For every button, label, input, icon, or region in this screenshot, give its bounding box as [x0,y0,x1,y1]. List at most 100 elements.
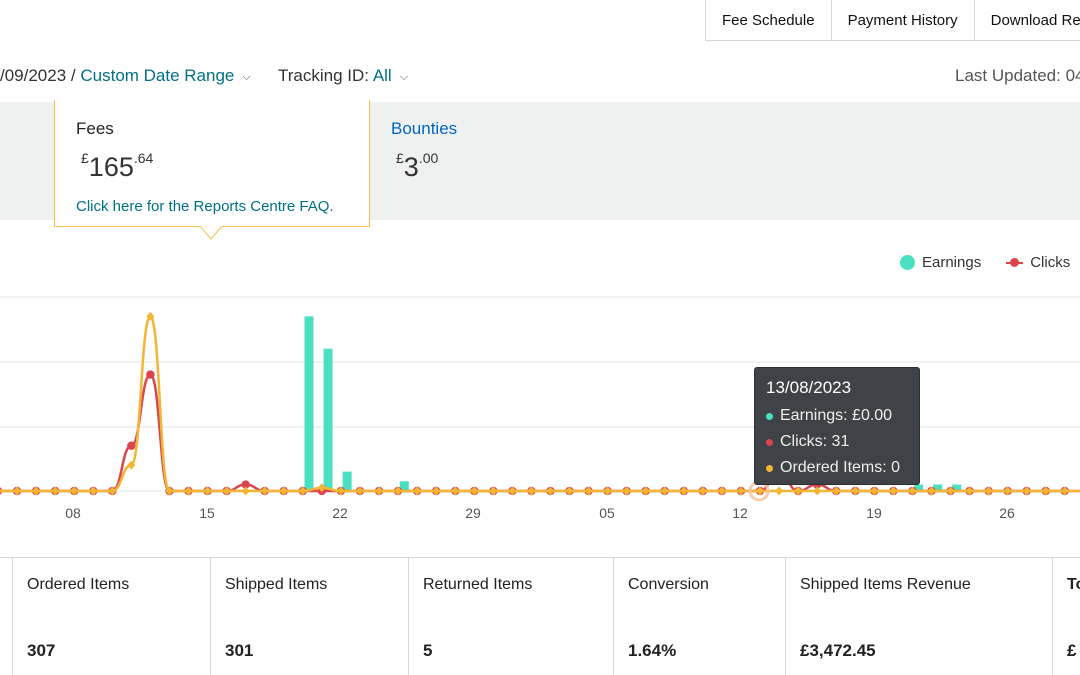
ordered-items-point [489,486,498,496]
ordered-items-point [927,486,936,496]
tooltip-clicks: Clicks: 31 [780,433,850,450]
ordered-items-point [698,486,707,496]
ordered-items-point [279,486,288,496]
earnings-bar [399,481,409,491]
bounties-tab[interactable]: Bounties [391,119,458,138]
ordered-items-point [451,486,460,496]
metric-shipped-revenue: Shipped Items Revenue £3,472.45 [785,558,1052,675]
earnings-bar [342,471,352,491]
clicks-point [241,480,250,489]
ordered-items-point [241,486,250,496]
bounties-fraction: .00 [418,150,439,166]
earnings-legend-label[interactable]: Earnings [922,254,982,271]
metric-value: 5 [423,641,433,660]
clicks-point [146,370,155,379]
clicks-legend-marker [1006,257,1024,268]
x-tick-label: 12 [732,505,748,521]
ordered-items-point [1041,486,1050,496]
metric-label: Conversion [628,576,709,593]
ordered-items-point [584,486,593,496]
reports-faq-link[interactable]: Click here for the Reports Centre FAQ. [76,198,334,215]
metric-label: Ordered Items [27,576,130,593]
ordered-items-point [660,486,669,496]
fees-currency: £ [81,150,89,166]
clicks-legend-label[interactable]: Clicks [1030,254,1071,271]
x-tick-label: 08 [65,505,81,521]
tooltip-ordered-items: Ordered Items: 0 [780,459,901,476]
ordered-items-point [298,486,307,496]
ordered-items-point [908,486,917,496]
tooltip-ordered-row: Ordered Items: 0 [766,455,908,481]
chevron-down-icon[interactable]: ⌵ [242,71,251,83]
tracking-id-label: Tracking ID: [278,66,370,85]
earnings-bar [914,484,924,491]
download-report-button[interactable]: Download Re [990,11,1080,29]
earnings-bar [933,484,943,491]
fees-amount: £165.64 [81,150,153,183]
ordered-items-dot-icon [766,464,773,472]
ordered-items-point [127,460,136,470]
metric-value: 1.64% [628,641,677,660]
ordered-items-point [70,486,79,496]
metric-label: To [1067,576,1080,593]
metrics-table: Ordered Items 307 Shipped Items 301 Retu… [0,557,1080,675]
chart-legend: Earnings Clicks [900,254,1070,271]
metric-label: Shipped Items Revenue [800,576,971,593]
tracking-id-dropdown[interactable]: All [372,66,392,85]
date-range-filter: /09/2023 / Custom Date Range ⌵ [0,66,251,86]
ordered-items-point [889,486,898,496]
x-tick-label: 22 [332,505,348,521]
ordered-items-point [13,486,22,496]
earnings-dot-icon [766,412,773,420]
chevron-down-icon[interactable]: ⌵ [399,71,409,83]
ordered-items-point [165,486,174,496]
earnings-bar [952,484,962,491]
fee-schedule-button[interactable]: Fee Schedule [706,0,832,40]
ordered-items-point [1022,486,1031,496]
ordered-items-point [851,486,860,496]
ordered-items-point [203,486,212,496]
ordered-items-point [794,486,803,496]
metric-returned-items: Returned Items 5 [408,558,613,675]
ordered-items-point [946,486,955,496]
tracking-id-filter: Tracking ID: All ⌵ [278,66,408,86]
payment-history-button[interactable]: Payment History [832,0,975,40]
clicks-dot-icon [766,438,773,446]
x-tick-label: 05 [599,505,615,521]
ordered-items-point [565,486,574,496]
ordered-items-point [813,486,822,496]
fees-card: Fees £165.64 Click here for the Reports … [54,100,370,227]
clicks-point [127,441,136,450]
ordered-items-point [679,486,688,496]
custom-date-range-link[interactable]: Custom Date Range [80,66,235,85]
metric-value: 301 [225,641,254,660]
metric-value: £3,472.45 [800,641,876,660]
ordered-items-point [413,486,422,496]
metric-label: Shipped Items [225,576,328,593]
tooltip-date: 13/08/2023 [766,378,852,397]
ordered-items-point [470,486,479,496]
ordered-items-point [622,486,631,496]
ordered-items-point [355,486,364,496]
ordered-items-point [717,486,726,496]
ordered-items-point [641,486,650,496]
ordered-items-point [260,486,269,496]
ordered-items-point [317,483,326,493]
bounties-whole: 3 [403,152,419,182]
ordered-items-point [108,486,117,496]
tooltip-earnings: Earnings: £0.00 [780,407,893,424]
ordered-items-point [222,486,231,496]
ordered-items-point [32,486,41,496]
earnings-legend-marker [900,255,915,270]
ordered-items-point [336,486,345,496]
ordered-items-point [375,486,383,496]
ordered-items-point [51,486,60,496]
ordered-items-point [394,486,403,496]
metric-value: £ [1067,641,1077,660]
earnings-clicks-chart: 08 15 22 29 05 12 19 26 [0,296,1080,521]
chart-tooltip: 13/08/2023 Earnings: £0.00 Clicks: 31 Or… [754,367,920,485]
metric-conversion: Conversion 1.64% [613,558,785,675]
ordered-items-point [1060,486,1069,496]
x-tick-label: 26 [999,505,1015,521]
ordered-items-point [184,486,193,496]
